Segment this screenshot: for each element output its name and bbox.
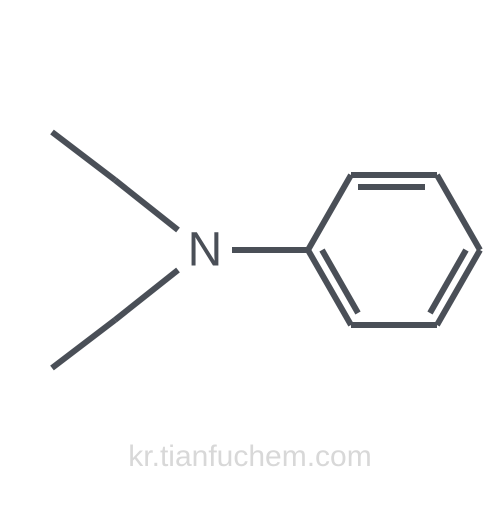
bond-line (115, 180, 178, 230)
bond-line (52, 132, 115, 180)
bond-line (308, 175, 351, 250)
watermark-text: kr.tianfuchem.com (128, 440, 371, 474)
atom-label-N: N (188, 224, 223, 277)
chemical-structure-diagram: N kr.tianfuchem.com (0, 0, 500, 500)
bond-line (437, 175, 480, 250)
structure-svg: N (0, 0, 500, 500)
bond-line (52, 320, 115, 368)
bond-line (115, 270, 178, 320)
